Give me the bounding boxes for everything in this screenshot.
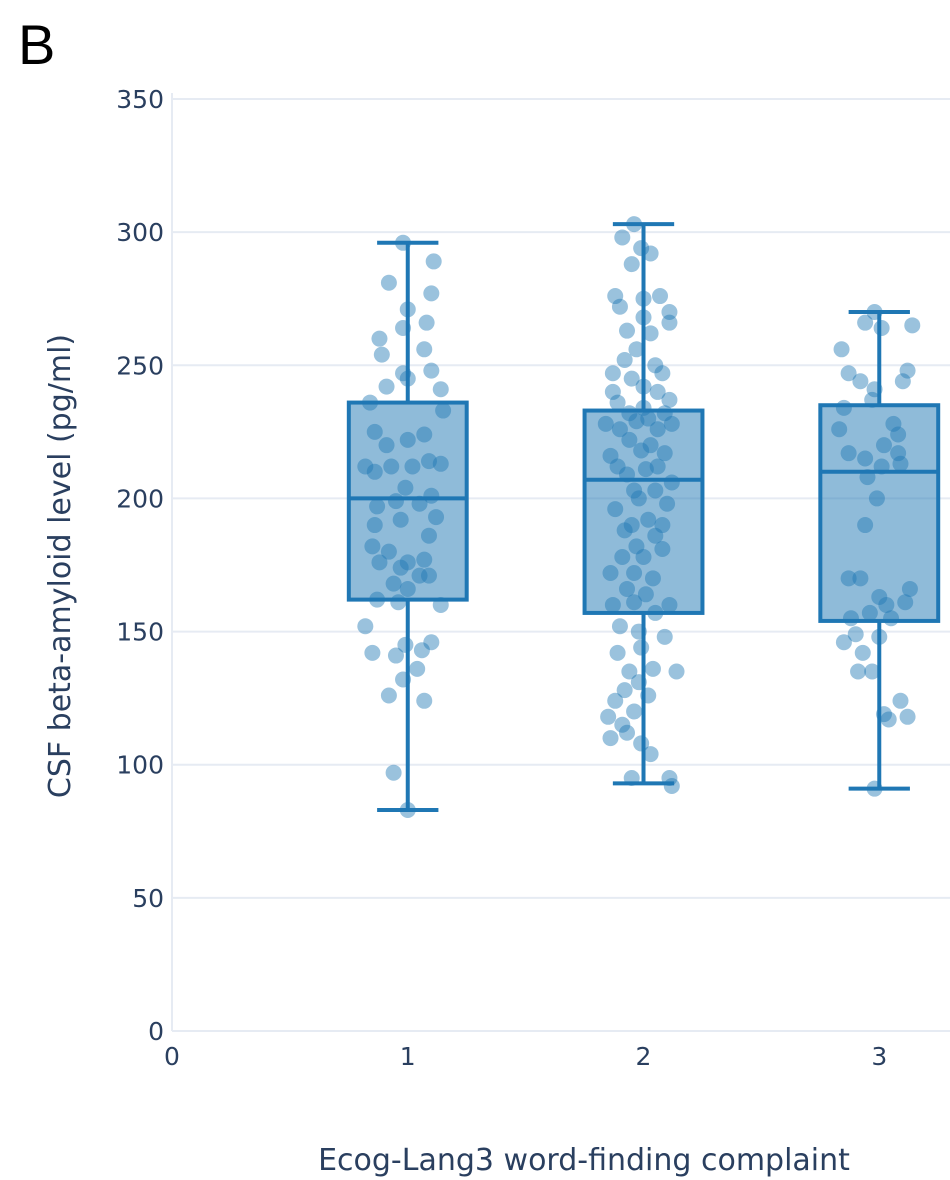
y-tick-label: 100 — [116, 751, 164, 780]
data-point — [661, 314, 678, 331]
y-tick-label: 350 — [116, 85, 164, 114]
boxes — [346, 222, 941, 812]
data-point — [854, 644, 871, 661]
data-point — [423, 634, 440, 651]
data-point — [661, 304, 678, 321]
gridlines — [172, 98, 950, 899]
data-point — [416, 692, 433, 709]
data-point — [642, 746, 659, 763]
data-point — [425, 253, 442, 270]
data-point — [661, 391, 678, 408]
data-point — [835, 634, 852, 651]
data-point — [647, 357, 664, 374]
x-axis-title: Ecog-Lang3 word-finding complaint — [318, 1143, 850, 1178]
data-point — [614, 716, 631, 733]
box — [818, 403, 941, 623]
data-point — [857, 314, 874, 331]
data-point — [423, 285, 440, 302]
data-point — [892, 692, 909, 709]
y-tick-label: 150 — [116, 618, 164, 647]
data-point — [656, 628, 673, 645]
data-point — [642, 325, 659, 342]
data-point — [616, 351, 633, 368]
data-point — [357, 618, 374, 635]
data-point — [409, 660, 426, 677]
data-point — [628, 341, 645, 358]
data-point — [602, 730, 619, 747]
data-point — [619, 724, 636, 741]
data-point — [652, 288, 669, 305]
data-point — [418, 314, 435, 331]
x-tick-label: 3 — [871, 1042, 887, 1071]
y-tick-label: 250 — [116, 351, 164, 380]
y-axis-title: CSF beta-amyloid level (pg/ml) — [43, 334, 78, 798]
data-point — [604, 383, 621, 400]
data-point — [364, 644, 381, 661]
data-point — [663, 778, 680, 795]
data-point — [904, 317, 921, 334]
data-point — [654, 365, 671, 382]
data-point — [432, 381, 449, 398]
data-point — [899, 708, 916, 725]
data-point — [894, 373, 911, 390]
data-point — [621, 663, 638, 680]
data-point — [371, 330, 388, 347]
data-point — [607, 692, 624, 709]
data-point — [840, 365, 857, 382]
y-tick-label: 50 — [132, 884, 164, 913]
data-point — [380, 274, 397, 291]
data-point — [614, 229, 631, 246]
data-point — [847, 626, 864, 643]
axes — [171, 93, 950, 1032]
box — [346, 400, 469, 602]
data-point — [880, 711, 897, 728]
data-point — [649, 383, 666, 400]
data-point — [833, 341, 850, 358]
data-point — [626, 703, 643, 720]
data-point — [378, 378, 395, 395]
data-point — [850, 663, 867, 680]
tick-labels: 0 50 100 150 200 250 300 350 0 1 2 3 — [116, 85, 887, 1071]
data-point — [633, 639, 650, 656]
y-tick-label: 300 — [116, 218, 164, 247]
data-point — [413, 642, 430, 659]
data-point — [644, 660, 661, 677]
x-tick-label: 1 — [400, 1042, 416, 1071]
data-point — [609, 644, 626, 661]
x-tick-label: 2 — [636, 1042, 652, 1071]
y-tick-label: 0 — [148, 1017, 164, 1046]
data-point — [623, 256, 640, 273]
data-point — [619, 322, 636, 339]
data-point — [604, 365, 621, 382]
x-tick-label: 0 — [164, 1042, 180, 1071]
box — [582, 408, 705, 615]
data-point — [607, 288, 624, 305]
data-point — [373, 346, 390, 363]
data-point — [423, 362, 440, 379]
panel-label: B — [18, 13, 56, 76]
data-point — [611, 298, 628, 315]
data-point — [899, 362, 916, 379]
data-point — [385, 764, 402, 781]
data-point — [616, 682, 633, 699]
data-point — [852, 373, 869, 390]
y-tick-label: 200 — [116, 484, 164, 513]
data-point — [864, 663, 881, 680]
data-point — [600, 708, 617, 725]
data-point — [623, 370, 640, 387]
data-point — [387, 647, 404, 664]
data-point — [873, 320, 890, 337]
data-point — [380, 687, 397, 704]
data-point — [609, 394, 626, 411]
data-point — [642, 245, 659, 262]
data-point — [611, 618, 628, 635]
data-point — [668, 663, 685, 680]
data-point — [416, 341, 433, 358]
